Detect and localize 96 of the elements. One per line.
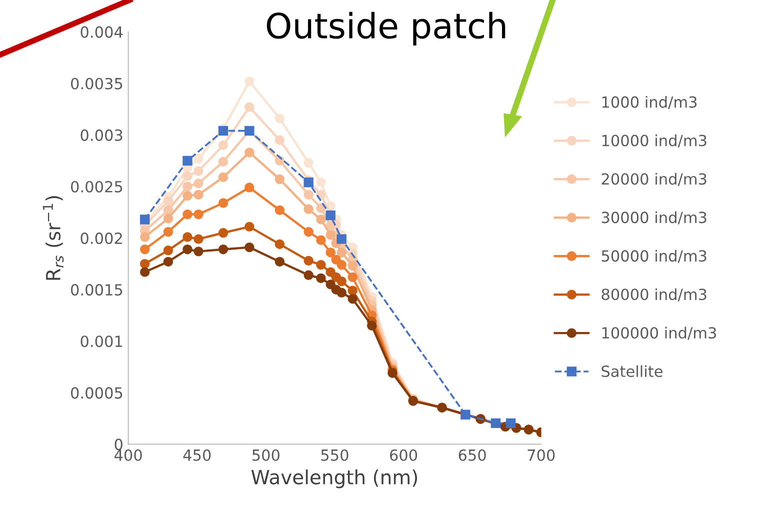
point (163, 196, 174, 206)
legend-label: Satellite (602, 365, 662, 378)
point (140, 258, 150, 269)
point (182, 182, 192, 192)
point (274, 135, 285, 145)
point (182, 156, 192, 166)
point (182, 232, 192, 242)
point (182, 190, 192, 201)
y-tick-label: 0.001 (80, 336, 122, 348)
point (336, 248, 346, 258)
point (460, 410, 470, 420)
legend-label: 20000 ind/m3 (602, 172, 706, 186)
point (182, 209, 192, 220)
point (316, 260, 326, 270)
point (194, 209, 204, 220)
point (336, 260, 346, 270)
point (194, 154, 204, 164)
x-axis-title: Wavelength (nm) (251, 469, 418, 488)
point (326, 230, 336, 240)
point (244, 148, 254, 158)
point (140, 267, 150, 277)
point (194, 246, 204, 256)
point (348, 286, 358, 296)
point (163, 226, 174, 237)
y-tick-label: 0.0025 (71, 180, 122, 193)
point (367, 320, 377, 331)
legend-label: 80000 ind/m3 (602, 288, 706, 302)
point (140, 232, 150, 242)
point (304, 158, 314, 168)
point (274, 256, 285, 267)
point (244, 242, 254, 252)
y-tick-label: 0 (114, 438, 122, 450)
point (182, 171, 192, 182)
point (274, 239, 285, 250)
x-tick-label: 400 (114, 449, 142, 461)
point (304, 178, 314, 188)
point (140, 214, 150, 224)
point (244, 76, 254, 86)
point (218, 172, 228, 182)
legend-label: 10000 ind/m3 (602, 134, 706, 148)
point (490, 418, 501, 428)
point (218, 244, 228, 254)
y-tick-label: 0.002 (80, 232, 122, 244)
legend-label: 1000 ind/m3 (602, 96, 697, 110)
point (336, 288, 346, 298)
legend-label: 30000 ind/m3 (602, 211, 706, 224)
point (244, 182, 254, 192)
point (182, 244, 192, 254)
point (348, 294, 358, 304)
point (274, 205, 285, 216)
point (163, 246, 174, 256)
point (316, 178, 326, 188)
point (304, 270, 314, 280)
point (244, 102, 254, 112)
point (163, 214, 174, 224)
point (348, 272, 358, 282)
point (326, 248, 336, 258)
point (274, 114, 285, 124)
y-tick-label: 0.0015 (71, 284, 122, 296)
point (194, 178, 204, 188)
point (163, 256, 174, 267)
point (163, 205, 174, 216)
point (304, 204, 314, 214)
chart-title: Outside patch (266, 12, 506, 46)
y-tick-label: 0.0035 (71, 78, 122, 90)
x-tick-label: 600 (390, 449, 418, 461)
y-tick-label: 0.003 (80, 129, 122, 141)
point (218, 156, 228, 167)
x-tick-label: 700 (528, 449, 555, 461)
point (506, 418, 516, 428)
point (336, 276, 346, 286)
point (304, 190, 314, 200)
point (304, 256, 314, 266)
point (274, 174, 285, 184)
point (194, 190, 204, 200)
point (348, 261, 358, 271)
legend-label: 100000 ind/m3 (602, 326, 716, 340)
x-tick-label: 500 (252, 449, 280, 461)
x-tick-label: 550 (321, 449, 348, 461)
y-axis-title: R$_{rs}$ (sr$^{−1}$) (42, 196, 64, 280)
point (140, 244, 150, 254)
point (218, 140, 228, 150)
point (316, 273, 326, 284)
point (316, 214, 326, 224)
legend-label: 50000 ind/m3 (602, 250, 706, 263)
y-tick-label: 0.004 (80, 26, 123, 38)
point (218, 228, 228, 238)
x-tick-label: 450 (183, 449, 211, 461)
x-tick-label: 650 (458, 449, 486, 461)
point (304, 226, 314, 237)
point (194, 234, 204, 244)
point (218, 198, 228, 208)
point (244, 222, 254, 232)
point (316, 235, 326, 245)
point (194, 166, 204, 176)
y-tick-label: 0.0005 (71, 387, 122, 399)
